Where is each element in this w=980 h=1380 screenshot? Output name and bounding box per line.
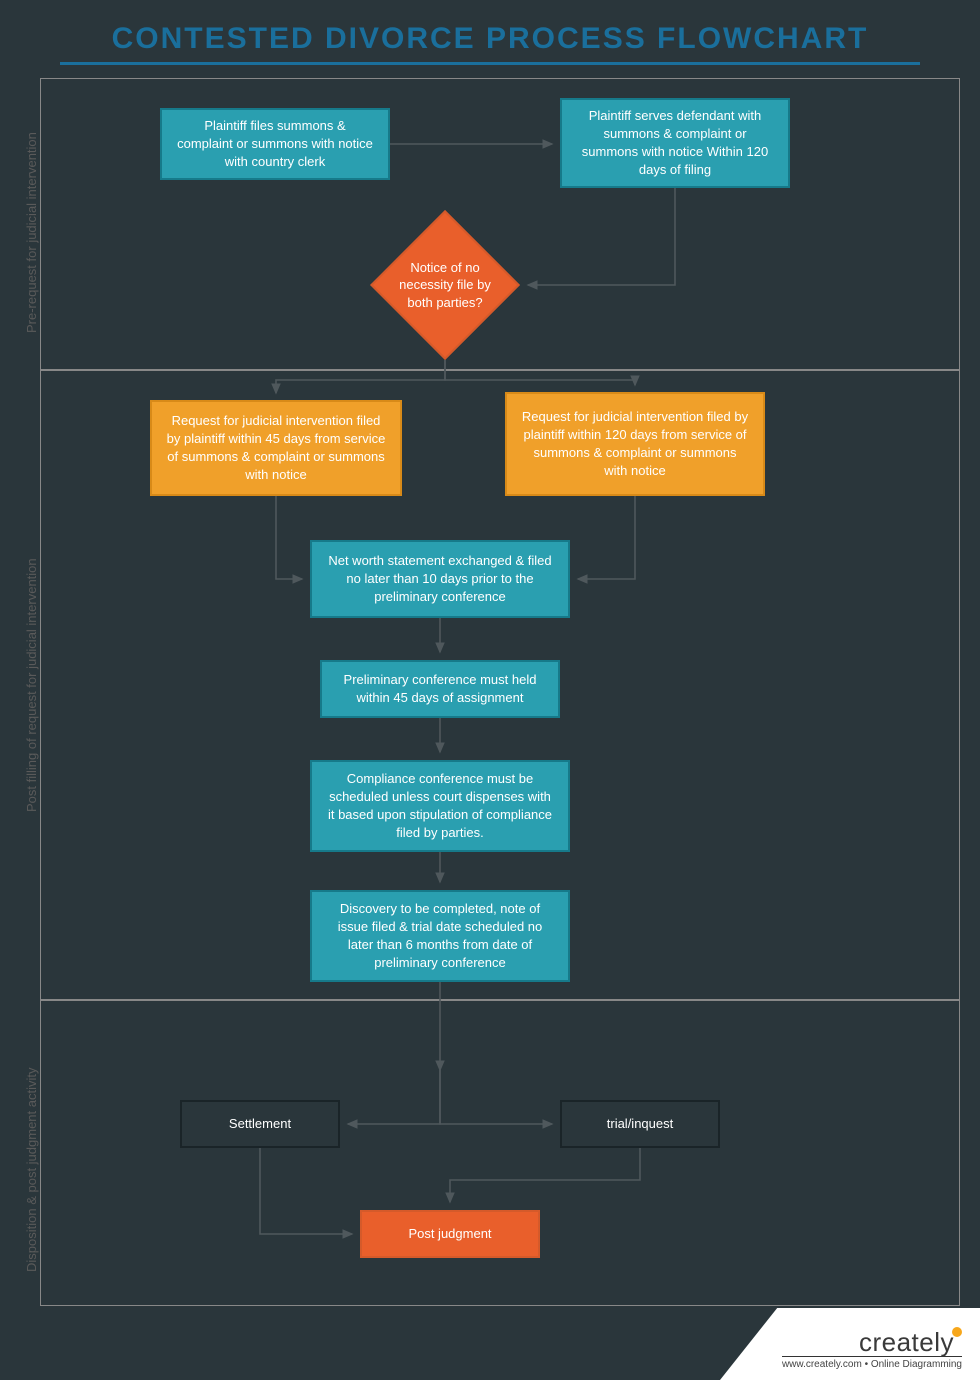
swimlane-label-pre-request: Pre-request for judicial intervention [24, 118, 39, 348]
node-trial-inquest: trial/inquest [560, 1100, 720, 1148]
footer: creately www.creately.com • Online Diagr… [782, 1327, 962, 1370]
node-plaintiff-files: Plaintiff files summons & complaint or s… [160, 108, 390, 180]
node-discovery: Discovery to be completed, note of issue… [310, 890, 570, 982]
page-title: CONTESTED DIVORCE PROCESS FLOWCHART [0, 22, 980, 56]
swimlane-label-post-filing: Post filling of request for judicial int… [24, 510, 39, 860]
node-net-worth: Net worth statement exchanged & filed no… [310, 540, 570, 618]
node-compliance-conf: Compliance conference must be scheduled … [310, 760, 570, 852]
node-preliminary-conf: Preliminary conference must held within … [320, 660, 560, 718]
node-plaintiff-serves: Plaintiff serves defendant with summons … [560, 98, 790, 188]
node-post-judgment: Post judgment [360, 1210, 540, 1258]
flowchart-page: CONTESTED DIVORCE PROCESS FLOWCHART Pre-… [0, 0, 980, 1380]
node-settlement: Settlement [180, 1100, 340, 1148]
brand-text: creately [859, 1327, 954, 1357]
decision-text: Notice of no necessity file by both part… [370, 210, 520, 360]
brand-logo: creately [782, 1327, 962, 1358]
swimlane-disposition [40, 1000, 960, 1306]
decision-notice-necessity: Notice of no necessity file by both part… [370, 210, 520, 360]
title-underline [60, 62, 920, 65]
swimlane-label-disposition: Disposition & post judgment activity [24, 1050, 39, 1290]
footer-sub: www.creately.com • Online Diagramming [782, 1356, 962, 1370]
bulb-icon [952, 1327, 962, 1337]
node-rji-120-days: Request for judicial intervention filed … [505, 392, 765, 496]
node-rji-45-days: Request for judicial intervention filed … [150, 400, 402, 496]
